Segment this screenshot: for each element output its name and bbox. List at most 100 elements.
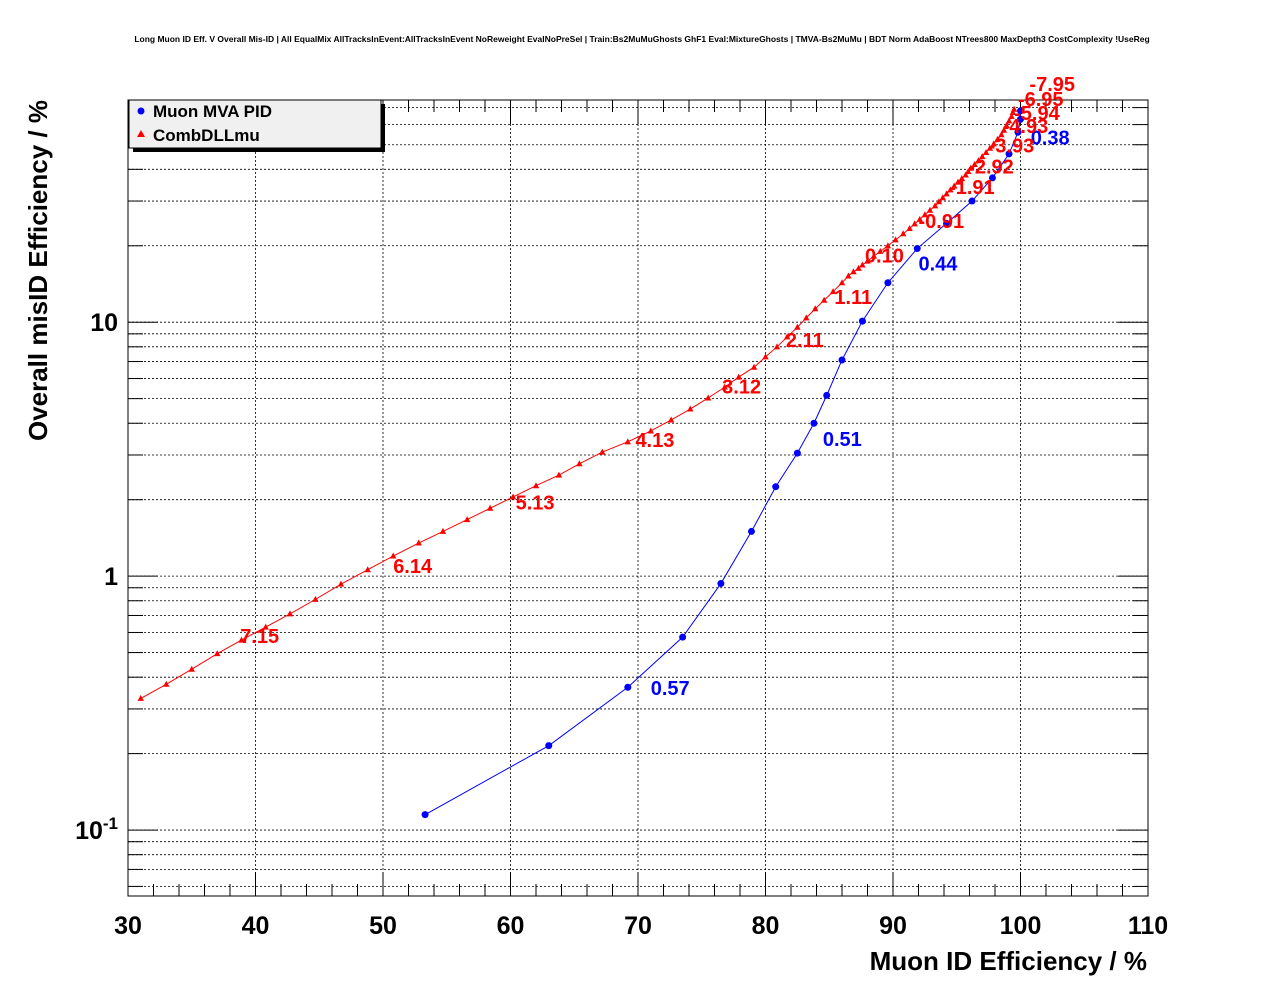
data-point bbox=[988, 174, 996, 182]
cut-label: 4.13 bbox=[635, 430, 674, 452]
data-point bbox=[935, 198, 943, 205]
data-point bbox=[810, 419, 818, 427]
cut-label: -2.92 bbox=[968, 157, 1014, 179]
data-point bbox=[926, 206, 934, 213]
data-point bbox=[954, 178, 962, 185]
data-point bbox=[667, 416, 675, 423]
data-point bbox=[486, 504, 494, 511]
legend-box bbox=[128, 99, 382, 149]
data-point bbox=[463, 516, 471, 523]
data-point bbox=[916, 215, 923, 222]
cut-label: 3.12 bbox=[722, 376, 761, 398]
data-point bbox=[820, 296, 828, 303]
data-point bbox=[845, 272, 852, 279]
data-point bbox=[1005, 150, 1013, 158]
legend-marker-triangle bbox=[137, 130, 145, 137]
data-point bbox=[858, 317, 866, 325]
data-point bbox=[884, 242, 892, 249]
data-point bbox=[772, 483, 780, 491]
data-point bbox=[704, 394, 712, 401]
data-point bbox=[859, 261, 866, 268]
cut-label: -0.91 bbox=[919, 211, 965, 233]
data-point bbox=[943, 190, 950, 197]
data-point bbox=[979, 153, 986, 160]
data-point bbox=[998, 131, 1005, 138]
data-point bbox=[747, 527, 755, 535]
data-point bbox=[994, 135, 1001, 142]
data-point bbox=[1000, 126, 1008, 133]
x-tick-label: 40 bbox=[242, 912, 270, 940]
legend-label-mva: Muon MVA PID bbox=[153, 102, 272, 121]
data-point bbox=[958, 175, 966, 182]
cut-label: 0.10 bbox=[865, 245, 904, 267]
data-point bbox=[1017, 115, 1024, 123]
data-point bbox=[990, 140, 997, 147]
data-point bbox=[855, 264, 862, 271]
data-point bbox=[1008, 112, 1015, 119]
data-point bbox=[214, 650, 221, 657]
data-point bbox=[965, 168, 972, 175]
data-point bbox=[943, 219, 951, 227]
cut-label: -4.93 bbox=[1003, 116, 1049, 138]
series-layer bbox=[137, 105, 1024, 819]
data-point bbox=[913, 245, 921, 253]
legend-marker-circle bbox=[137, 107, 145, 115]
legend: Muon MVA PID CombDLLmu bbox=[128, 99, 385, 152]
cut-label: 0.44 bbox=[919, 253, 959, 275]
data-point bbox=[850, 268, 857, 275]
x-axis-label: Muon ID Efficiency / % bbox=[870, 946, 1147, 976]
data-point bbox=[624, 438, 631, 445]
data-point bbox=[735, 373, 742, 380]
cut-label: -5.94 bbox=[1014, 103, 1060, 125]
chart-title: Long Muon ID Eff. V Overall Mis-ID | All… bbox=[134, 34, 1149, 44]
data-point bbox=[576, 460, 583, 467]
data-point bbox=[962, 171, 969, 178]
cut-label: 0.51 bbox=[823, 429, 862, 451]
x-tick-label: 70 bbox=[624, 912, 652, 940]
data-point bbox=[762, 353, 769, 360]
cut-label: 5.13 bbox=[516, 492, 555, 514]
data-point bbox=[793, 449, 801, 457]
data-point bbox=[1010, 105, 1018, 112]
cut-label: 2.11 bbox=[786, 330, 824, 352]
x-tick-label: 60 bbox=[497, 912, 525, 940]
data-point bbox=[624, 683, 632, 691]
data-point bbox=[823, 391, 831, 399]
data-point bbox=[188, 665, 195, 672]
cut-label: 0.38 bbox=[1031, 128, 1070, 150]
data-point bbox=[911, 220, 918, 227]
x-tick-label: 110 bbox=[1128, 912, 1168, 940]
data-point bbox=[931, 202, 939, 209]
data-point bbox=[971, 160, 978, 167]
data-point bbox=[262, 623, 269, 630]
data-point bbox=[900, 230, 907, 237]
data-point bbox=[421, 811, 429, 819]
data-point bbox=[947, 186, 954, 193]
data-point bbox=[877, 247, 884, 254]
y-tick-label: 1 bbox=[104, 563, 118, 591]
data-point bbox=[921, 211, 929, 218]
data-point bbox=[555, 471, 563, 478]
data-point bbox=[599, 448, 606, 455]
series-line bbox=[140, 109, 1015, 699]
data-point bbox=[364, 566, 371, 573]
data-point bbox=[794, 323, 801, 330]
data-point bbox=[838, 356, 846, 364]
data-point bbox=[137, 694, 144, 701]
data-point bbox=[951, 182, 958, 189]
data-point bbox=[975, 157, 982, 164]
cut-labels: 0.57 0.51 0.44 0.38 7.15 6.14 5.13 4.13 3.12 2.11… bbox=[240, 74, 1075, 700]
data-point bbox=[1014, 128, 1022, 136]
data-point bbox=[986, 144, 994, 151]
data-point bbox=[812, 305, 819, 312]
cut-label: -3.93 bbox=[989, 135, 1035, 157]
data-point bbox=[906, 224, 913, 231]
data-point bbox=[870, 252, 878, 259]
data-point bbox=[337, 580, 345, 587]
data-point bbox=[647, 427, 654, 434]
data-point bbox=[803, 314, 810, 321]
x-tick-label: 100 bbox=[1000, 912, 1042, 940]
y-tick-label: 10 bbox=[90, 309, 118, 337]
data-point bbox=[532, 482, 540, 489]
